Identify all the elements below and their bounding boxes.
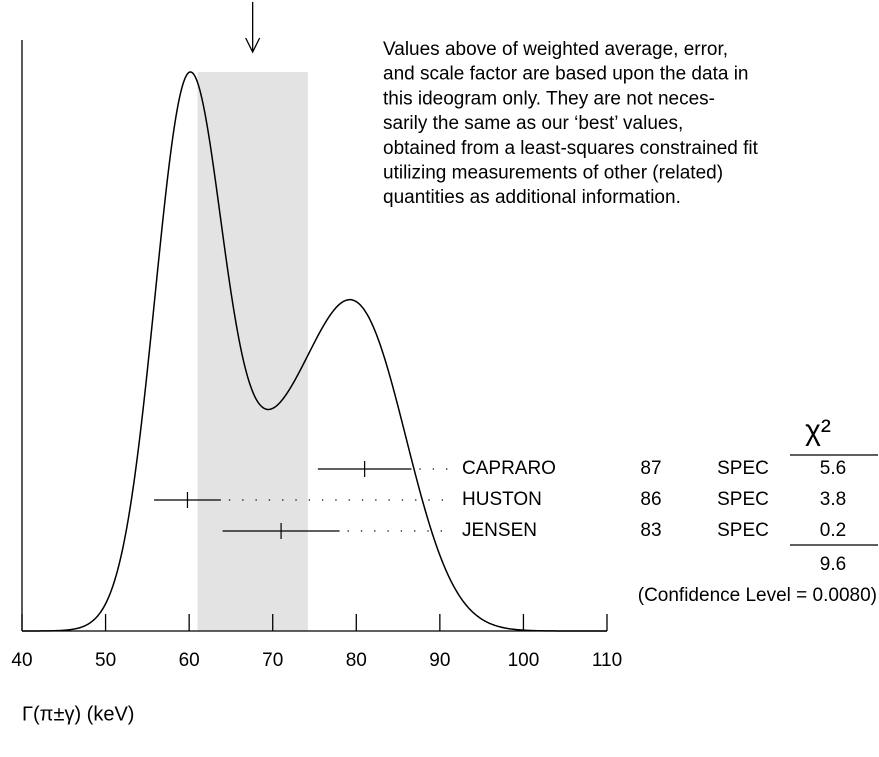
average-arrow	[245, 2, 261, 54]
chi2-header: χ²	[805, 414, 831, 447]
technique: SPEC	[717, 458, 769, 479]
name: JENSEN	[462, 520, 537, 541]
chi2: 3.8	[820, 489, 846, 510]
note-line: quantities as additional information.	[383, 187, 681, 208]
note-line: Values above of weighted average, error,	[383, 39, 728, 60]
note-line: obtained from a least-squares constraine…	[383, 138, 759, 159]
x-tick-label: 40	[11, 650, 32, 671]
name: CAPRARO	[462, 458, 556, 479]
ideogram-curve	[22, 71, 607, 632]
technique: SPEC	[717, 489, 769, 510]
x-axis-label: Γ(π±γ) (keV)	[22, 703, 134, 725]
average-band	[197, 72, 308, 631]
year: 86	[640, 489, 661, 510]
year: 87	[640, 458, 661, 479]
chi2: 0.2	[820, 520, 846, 541]
x-tick-label: 90	[429, 650, 450, 671]
x-tick-label: 80	[346, 650, 367, 671]
chi2: 5.6	[820, 458, 846, 479]
note-line: sarily the same as our ‘best’ values,	[383, 113, 683, 134]
x-tick-label: 60	[179, 650, 200, 671]
technique: SPEC	[717, 520, 769, 541]
note-line: utilizing measurements of other (related…	[383, 163, 723, 184]
confidence-level: (Confidence Level = 0.0080)	[638, 585, 877, 606]
x-tick-label: 50	[95, 650, 116, 671]
x-tick-label: 100	[508, 650, 540, 671]
note-line: and scale factor are based upon the data…	[383, 64, 748, 85]
x-tick-label: 110	[592, 650, 622, 671]
chi2-total: 9.6	[820, 554, 846, 575]
year: 83	[640, 520, 661, 541]
note-line: this ideogram only. They are not neces-	[383, 88, 715, 109]
x-tick-label: 70	[262, 650, 283, 671]
name: HUSTON	[462, 489, 542, 510]
